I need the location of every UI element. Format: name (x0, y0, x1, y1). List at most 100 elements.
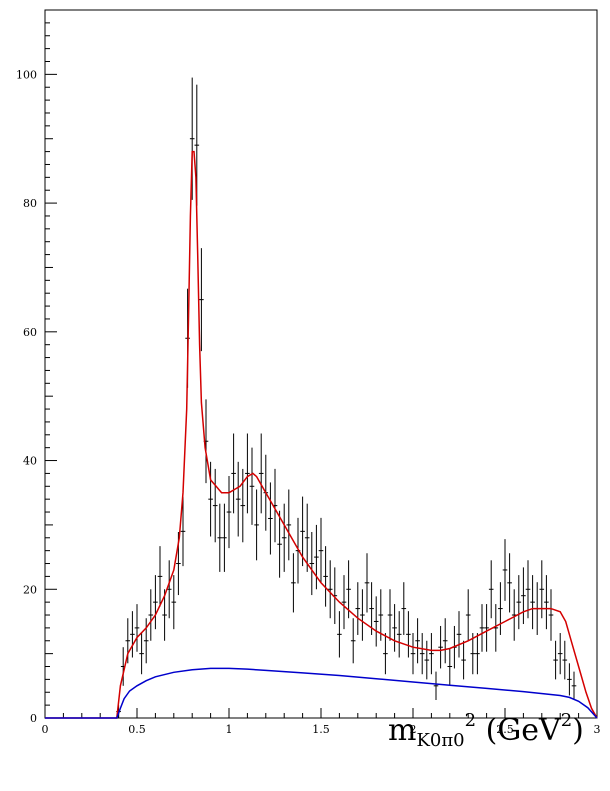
data-point (378, 589, 384, 641)
x-axis-title-unit-superscript: 2 (560, 710, 573, 731)
total-fit-curve (45, 150, 598, 719)
x-axis-title-subscript: K0π0 (416, 730, 465, 751)
data-point (300, 496, 305, 567)
y-tick-label: 0 (30, 712, 37, 725)
data-point (281, 503, 287, 572)
data-point (530, 575, 535, 630)
data-point (415, 618, 420, 664)
data-point (254, 489, 259, 561)
data-point (516, 575, 522, 630)
data-point (544, 575, 549, 630)
data-point (562, 640, 568, 680)
background-fit-curve (45, 667, 598, 719)
data-point (442, 618, 448, 664)
data-point (268, 482, 273, 555)
y-tick-labels: 0 20 40 60 80 100 (16, 68, 37, 725)
data-point (304, 503, 310, 572)
data-point (337, 611, 342, 658)
data-point (488, 560, 494, 619)
data-point (346, 560, 351, 619)
data-point (373, 596, 379, 647)
x-axis-title-unit-open: (GeV (476, 713, 561, 748)
data-point (548, 589, 554, 641)
data-point (461, 640, 466, 680)
data-point (258, 433, 264, 514)
data-point (231, 433, 236, 514)
data-point (143, 618, 149, 664)
data-point (157, 546, 163, 607)
data-point (369, 582, 374, 635)
data-point (433, 671, 439, 700)
x-axis-title-base: m (388, 713, 417, 748)
data-point (235, 461, 241, 537)
data-point (406, 611, 411, 658)
data-point (341, 575, 347, 630)
data-point (240, 468, 246, 543)
data-point (387, 589, 393, 641)
data-point (571, 671, 577, 700)
data-point (199, 248, 204, 352)
data-point (438, 625, 443, 669)
data-point (456, 611, 462, 658)
data-point (286, 489, 292, 561)
data-point (419, 633, 425, 675)
x-axis-title-unit-close: ) (572, 713, 584, 748)
x-tick-labels: 0 0.5 1 1.5 2 2.5 3 (42, 723, 601, 736)
data-point (521, 567, 526, 625)
data-point (498, 582, 503, 635)
x-tick-label: 1.5 (312, 723, 330, 736)
data-point (507, 553, 512, 613)
data-point (245, 433, 250, 514)
data-point (226, 475, 232, 549)
data-point (396, 611, 402, 658)
x-axis-title: mK0π02 (GeV2) (388, 712, 584, 750)
data-point (318, 517, 324, 584)
data-point (360, 589, 365, 641)
data-point (314, 524, 319, 590)
data-point (557, 633, 563, 675)
data-point (424, 640, 430, 680)
x-tick-label: 1 (226, 723, 233, 736)
x-axis-title-superscript: 2 (464, 710, 477, 731)
data-point (171, 575, 177, 630)
data-point (383, 633, 388, 675)
data-point (502, 539, 508, 601)
data-point (429, 633, 434, 675)
data-point (249, 447, 255, 525)
data-point (212, 468, 218, 543)
y-tick-label: 60 (23, 326, 37, 339)
data-point (465, 589, 471, 641)
data-point (189, 77, 195, 200)
x-tick-label: 3 (594, 723, 601, 736)
data-point (148, 589, 154, 641)
x-tick-label: 0 (42, 723, 49, 736)
data-point (153, 575, 158, 630)
data-point (525, 560, 531, 619)
data-point (162, 589, 167, 641)
data-point (217, 503, 223, 572)
data-point (553, 640, 558, 680)
data-point (222, 503, 227, 572)
data-point (327, 560, 333, 619)
data-point (130, 611, 135, 658)
axis-ticks (44, 9, 598, 719)
data-point (277, 510, 282, 578)
data-point (364, 553, 370, 613)
x-tick-label: 0.5 (128, 723, 146, 736)
data-point (392, 604, 397, 652)
data-point (470, 633, 476, 675)
data-point (567, 663, 572, 696)
data-point (323, 546, 328, 607)
x-tick-label: 2 (410, 723, 417, 736)
y-tick-label: 100 (16, 68, 37, 81)
data-point (309, 531, 315, 596)
data-point (475, 633, 480, 675)
data-point (291, 553, 296, 613)
x-tick-label: 2.5 (496, 723, 514, 736)
data-point (539, 560, 545, 619)
data-point (134, 604, 140, 652)
y-tick-label: 80 (23, 197, 37, 210)
data-point (355, 582, 361, 635)
data-points-with-error-bars (116, 77, 577, 718)
